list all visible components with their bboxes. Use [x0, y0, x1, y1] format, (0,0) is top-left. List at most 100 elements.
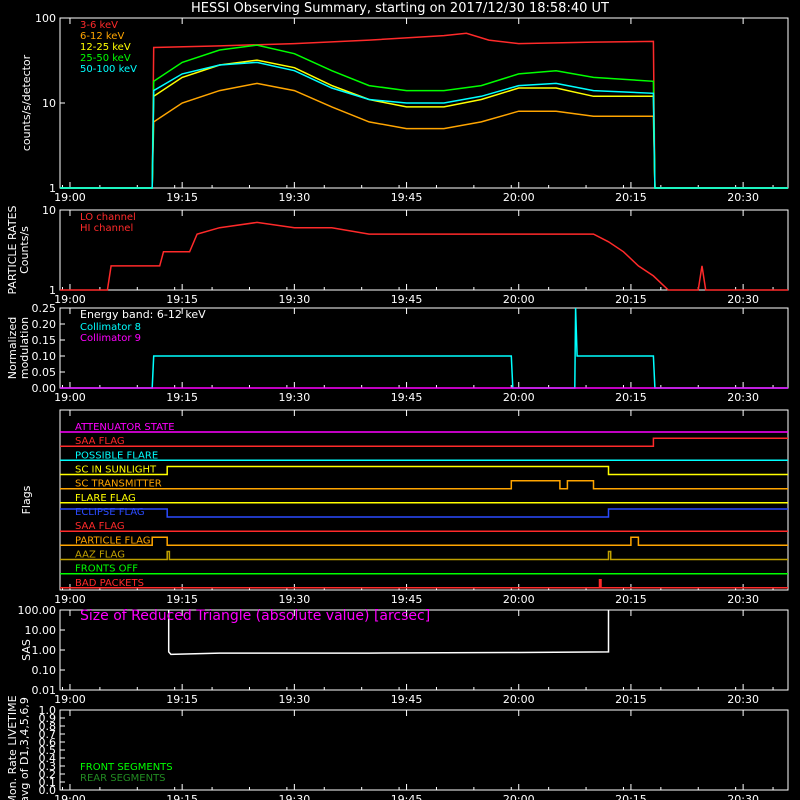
x-tick-label: 20:15 [615, 593, 647, 606]
flag-label: SC TRANSMITTER [75, 479, 162, 490]
panel-1-axes: 19:00 19:15 19:30 19:45 20:00 20:15 20:30 1 10 PA… [6, 204, 789, 306]
series-line-1 [167, 610, 610, 656]
y-tick-label: 0.15 [32, 334, 57, 347]
y-axis-label: Flags [20, 485, 33, 514]
legend-entry: 6-12 keV [80, 31, 124, 42]
x-tick-label: 19:30 [279, 191, 311, 204]
flag-label: SAA FLAG [75, 521, 125, 532]
series-line-0 [60, 221, 788, 291]
x-tick-label: 19:15 [166, 391, 198, 404]
panel-3-frame [59, 409, 789, 591]
y-tick-label: 0.00 [32, 382, 57, 395]
legend-entry: 3-6 keV [80, 20, 118, 31]
panels: 19:00 19:15 19:30 19:45 20:00 20:15 20:30 1 10 10… [6, 12, 789, 800]
y-axis-label: counts/s/detector [20, 54, 33, 151]
x-tick-label: 20:15 [615, 191, 647, 204]
x-tick-label: 20:15 [615, 293, 647, 306]
flag-line-9 [60, 550, 788, 561]
y-tick-label: 0.1 [39, 776, 57, 789]
x-tick-label: 19:45 [391, 293, 423, 306]
x-tick-label: 20:00 [503, 793, 535, 800]
x-tick-label: 20:00 [503, 593, 535, 606]
y-tick-label: 0.10 [32, 664, 57, 677]
y-tick-label: 0.6 [39, 736, 57, 749]
flag-label: FLARE FLAG [75, 493, 136, 504]
x-tick-label: 20:30 [727, 293, 759, 306]
x-tick-label: 20:30 [727, 793, 759, 800]
panel-3-data: ATTENUATOR STATE SAA FLAG POSSIBLE FLARE SC… [60, 422, 788, 589]
x-tick-label: 20:00 [503, 191, 535, 204]
flag-label: SAA FLAG [75, 436, 125, 447]
flag-line-4 [60, 479, 788, 490]
x-tick-label: 19:30 [279, 693, 311, 706]
flag-label: AAZ FLAG [75, 550, 125, 561]
flag-label: BAD PACKETS [75, 578, 144, 589]
series-line-0 [60, 307, 788, 389]
flag-label: POSSIBLE FLARE [75, 450, 158, 461]
y-tick-label: 1 [49, 182, 56, 195]
y-tick-label: 0.10 [32, 350, 57, 363]
flag-label: FRONTS OFF [75, 564, 138, 575]
series-line-2 [60, 59, 788, 189]
y-axis-label: avg of D1,3,4,5,6,9 [18, 697, 31, 800]
x-tick-label: 20:15 [615, 793, 647, 800]
y-tick-label: 0.5 [39, 744, 57, 757]
y-axis-label: PARTICLE RATES [6, 205, 19, 294]
x-tick-label: 20:30 [727, 693, 759, 706]
flag-line-3 [60, 465, 788, 476]
legend-entry: Collimator 8 [80, 322, 141, 333]
x-tick-label: 19:45 [391, 593, 423, 606]
x-tick-label: 19:00 [54, 793, 86, 800]
legend-entry: Collimator 9 [80, 333, 141, 344]
x-tick-label: 19:00 [54, 293, 86, 306]
legend-entry: 12-25 keV [80, 42, 131, 53]
flag-line-8 [60, 536, 788, 547]
flag-line-6 [60, 508, 788, 518]
flag-line-11 [60, 579, 788, 589]
x-tick-label: 19:45 [391, 693, 423, 706]
x-tick-label: 20:30 [727, 191, 759, 204]
x-tick-label: 19:30 [279, 293, 311, 306]
flag-label: ATTENUATOR STATE [75, 422, 175, 433]
legend-header: Energy band: 6-12 keV [80, 308, 206, 321]
y-tick-label: 0.01 [32, 684, 57, 697]
legend-entry: LO channel [80, 212, 136, 223]
panel-1-frame [59, 209, 789, 291]
y-tick-label: 0.20 [32, 318, 57, 331]
panel-0-axes: 19:00 19:15 19:30 19:45 20:00 20:15 20:30 1 10 10… [20, 12, 789, 204]
y-tick-label: 10 [42, 204, 56, 217]
y-axis-label: Normalized [6, 317, 19, 379]
y-tick-label: 100.00 [18, 604, 57, 617]
x-tick-label: 19:30 [279, 593, 311, 606]
flag-label: PARTICLE FLAG [75, 535, 151, 546]
legend-entry: 25-50 keV [80, 53, 131, 64]
x-tick-label: 19:15 [166, 191, 198, 204]
legend-entry: REAR SEGMENTS [80, 773, 166, 784]
x-tick-label: 19:30 [279, 793, 311, 800]
x-tick-label: 20:30 [727, 593, 759, 606]
y-tick-label: 0.4 [39, 752, 57, 765]
x-tick-label: 20:00 [503, 293, 535, 306]
y-tick-label: 100 [35, 12, 56, 25]
y-tick-label: 0.7 [39, 728, 57, 741]
y-tick-label: 0.2 [39, 768, 57, 781]
series-line-0 [60, 32, 788, 189]
series-line-1 [60, 82, 788, 189]
y-axis-label: Mon. Rate LIVETIME [6, 695, 19, 800]
y-tick-label: 0.0 [39, 784, 57, 797]
panel-5-frame [59, 709, 789, 791]
panel-3-axes: 19:00 19:15 19:30 19:45 20:00 20:15 20:30 Flags [20, 409, 789, 606]
y-axis-label: SAS [20, 639, 33, 661]
series-line-4 [60, 61, 788, 189]
x-tick-label: 19:00 [54, 391, 86, 404]
flag-line-1 [60, 437, 788, 447]
chart-title: HESSI Observing Summary, starting on 201… [191, 1, 609, 16]
y-tick-label: 1.0 [39, 704, 57, 717]
y-tick-label: 0.05 [32, 366, 57, 379]
y-tick-label: 0.8 [39, 720, 57, 733]
x-tick-label: 20:00 [503, 693, 535, 706]
